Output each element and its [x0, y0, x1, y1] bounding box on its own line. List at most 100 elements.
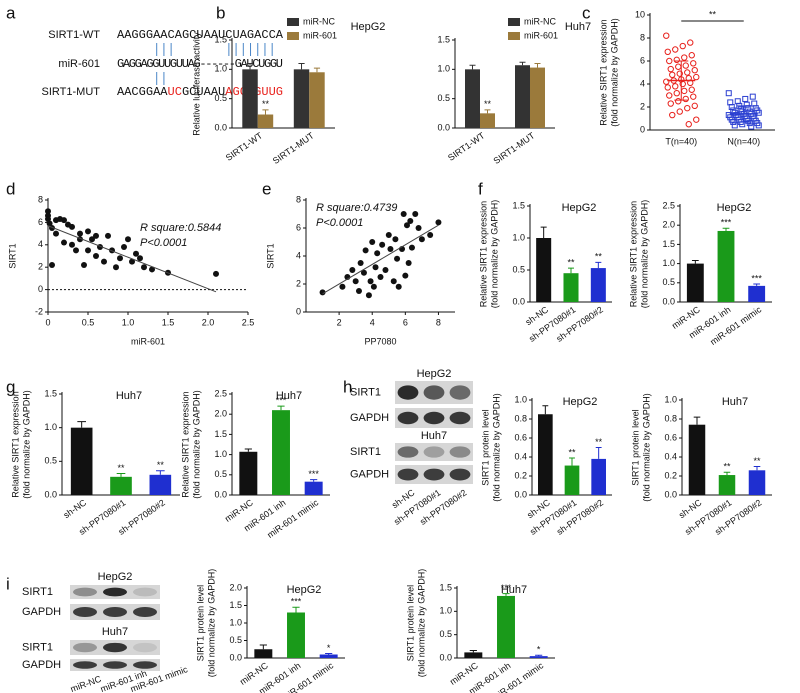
error-bar [519, 61, 526, 66]
y-tick-label: 1.5 [44, 388, 57, 398]
x-tick-label: 0 [45, 317, 50, 327]
y-tick-label: 1.0 [214, 449, 227, 459]
blot-band [73, 587, 97, 597]
data-point [360, 269, 367, 276]
error-bar [292, 606, 300, 613]
data-point [673, 56, 680, 64]
data-point [731, 122, 738, 129]
y-tick-label: 0.5 [437, 93, 450, 103]
data-point [85, 247, 91, 254]
panel-letter: g [6, 377, 15, 396]
significance: *** [721, 218, 732, 228]
y-tick-label: 0.5 [44, 456, 57, 466]
bar [564, 465, 580, 495]
data-point [749, 93, 756, 100]
bar [293, 69, 310, 128]
y-tick-label: 1.0 [664, 394, 677, 404]
blot-row-label: GAPDH [22, 659, 61, 671]
blot-row-label: SIRT1 [350, 446, 381, 458]
y-axis-label: (fold normalize by GAPDH) [491, 393, 501, 502]
blot-row-label: SIRT1 [22, 586, 53, 598]
blot-band [397, 411, 419, 425]
data-point [663, 32, 670, 39]
y-tick-label: 0.0 [662, 296, 675, 306]
bar [287, 612, 305, 658]
data-point [387, 246, 394, 252]
data-point [133, 250, 139, 257]
legend-swatch [287, 18, 299, 26]
error-bar [246, 62, 254, 70]
blot-band [133, 587, 157, 597]
bar [110, 476, 132, 495]
y-tick-label: 0.4 [664, 451, 677, 461]
y-tick-label: 1.0 [437, 64, 450, 74]
error-bar [534, 62, 541, 68]
legend-label: miR-NC [303, 16, 335, 26]
x-tick-label: sh-NC [62, 497, 89, 520]
data-point [357, 260, 364, 266]
blot-band [449, 411, 471, 425]
y-axis-label: SIRT1 protein level [630, 409, 640, 485]
bar [304, 481, 323, 495]
sd-bar [674, 60, 689, 101]
error-bar [502, 593, 510, 596]
significance: ** [709, 9, 717, 19]
legend-label: miR-601 [524, 30, 558, 40]
error-bar [595, 261, 602, 269]
x-tick-label: 8 [436, 317, 441, 327]
blot-band [397, 385, 419, 400]
significance: *** [751, 273, 762, 283]
blot-band [73, 661, 97, 669]
data-point [745, 105, 752, 112]
data-point [684, 69, 691, 76]
error-bar [753, 283, 761, 286]
data-point [427, 232, 434, 238]
data-point [669, 71, 676, 79]
y-tick-label: 0.5 [512, 264, 525, 274]
data-point [725, 90, 732, 97]
y-tick-label: 0.6 [664, 432, 677, 442]
data-point [81, 261, 87, 268]
data-point [61, 239, 67, 246]
data-point [666, 92, 673, 99]
y-tick-label: 0.5 [439, 629, 452, 639]
data-point [693, 73, 700, 81]
fit-line [47, 225, 217, 293]
data-point [85, 228, 91, 235]
data-point [113, 264, 119, 271]
bar [563, 273, 579, 302]
data-point [690, 93, 697, 100]
bar [748, 470, 766, 495]
y-tick-label: 0 [296, 306, 301, 316]
x-tick-label: 1.5 [162, 317, 175, 327]
annotation: P<0.0001 [316, 217, 363, 229]
annotation: P<0.0001 [140, 237, 187, 249]
data-point [675, 98, 682, 105]
data-point [394, 255, 401, 262]
y-tick-label: 0.5 [662, 277, 675, 287]
y-tick-label: 10 [635, 9, 645, 19]
data-point [379, 241, 386, 248]
blot-band [397, 468, 419, 481]
error-bar [484, 109, 491, 114]
error-bar [298, 62, 305, 70]
error-bar [469, 64, 476, 70]
chart-title: Huh7 [276, 390, 302, 402]
y-axis-label: SIRT1 [265, 243, 275, 268]
data-point [149, 266, 155, 273]
y-axis-label: (fold normalize by GAPDH) [609, 18, 619, 127]
data-point [382, 267, 389, 273]
data-point [691, 102, 698, 110]
chart-title: Huh7 [116, 390, 142, 402]
error-bar [259, 644, 267, 650]
fit-line [322, 224, 439, 295]
legend-swatch [287, 32, 299, 40]
y-tick-label: 1.0 [44, 422, 57, 432]
error-bar [691, 260, 699, 264]
error-bar [569, 457, 575, 466]
sequence-label: SIRT1-MUT [42, 86, 101, 98]
data-point [89, 236, 95, 243]
x-tick-label: sh-PP7080#2 [555, 497, 605, 536]
sequence-segment: AACGGAA [117, 85, 168, 99]
